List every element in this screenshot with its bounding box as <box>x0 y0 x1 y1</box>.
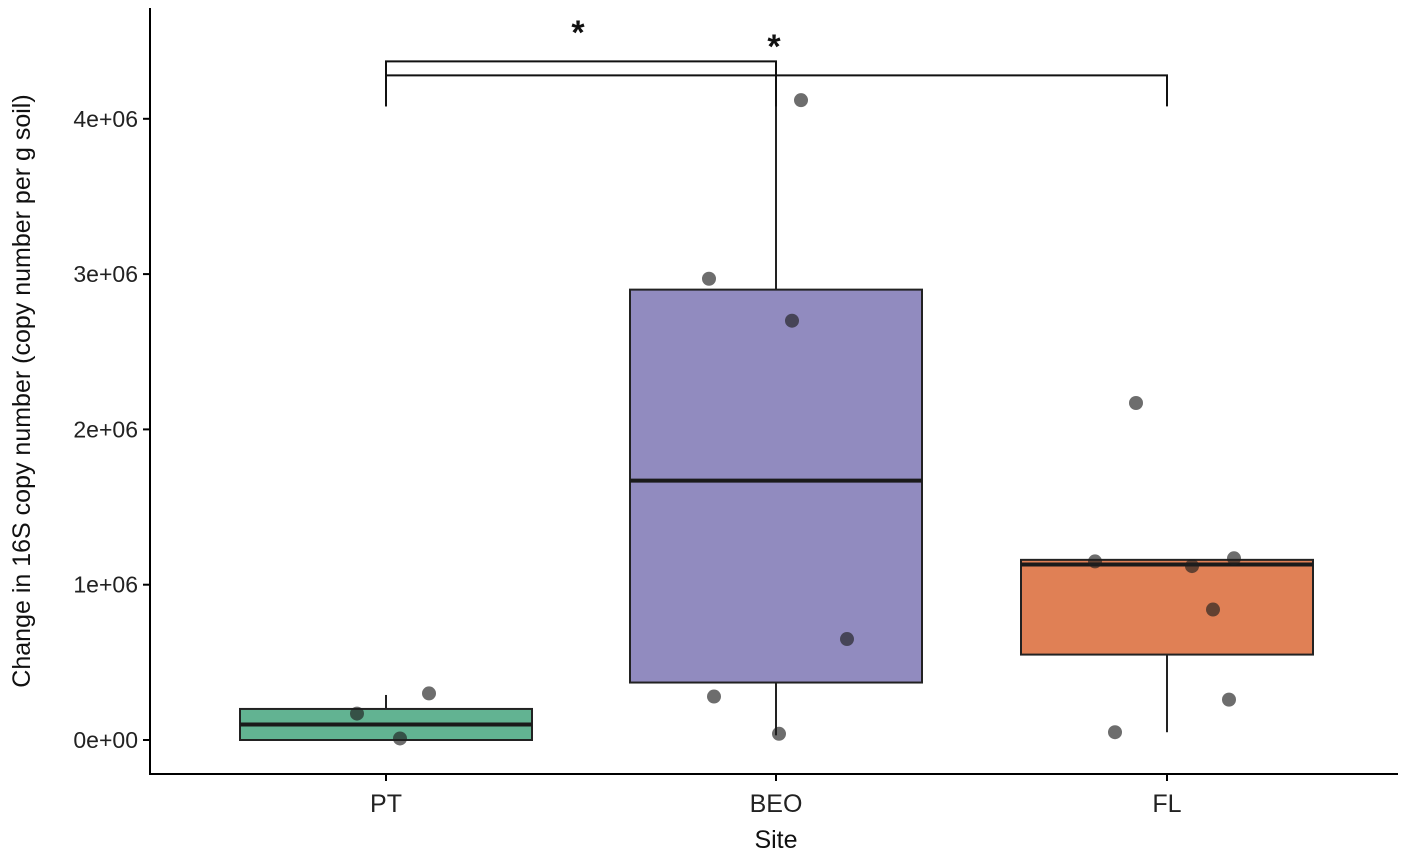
data-point <box>1129 395 1143 410</box>
y-tick-label: 2e+06 <box>73 416 138 442</box>
data-point <box>840 632 854 647</box>
x-tick-label: FL <box>1152 790 1181 818</box>
box-fl <box>1020 558 1314 656</box>
data-point <box>702 271 716 286</box>
data-point <box>422 686 436 701</box>
y-tick-label: 4e+06 <box>73 106 138 132</box>
data-point <box>1108 725 1122 740</box>
data-point <box>1185 559 1199 574</box>
data-point <box>350 706 364 721</box>
significance-label: * <box>767 28 781 66</box>
data-point <box>1222 692 1236 707</box>
x-tick-label: PT <box>370 790 402 818</box>
y-tick-label: 3e+06 <box>73 261 138 287</box>
data-point <box>707 689 721 704</box>
x-axis-title: Site <box>754 826 797 854</box>
y-tick-label: 1e+06 <box>73 572 138 598</box>
y-tick-label: 0e+00 <box>73 727 138 753</box>
data-point <box>785 313 799 328</box>
significance-label: * <box>571 14 585 52</box>
x-tick-label: BEO <box>750 790 803 818</box>
data-point <box>1206 602 1220 617</box>
data-point <box>772 726 786 741</box>
significance-bracket <box>385 60 777 107</box>
data-point <box>1088 554 1102 569</box>
significance-bracket <box>385 74 1168 107</box>
data-point <box>1227 551 1241 566</box>
y-axis-title: Change in 16S copy number (copy number p… <box>8 94 36 687</box>
data-point <box>794 93 808 108</box>
box-beo <box>629 288 923 684</box>
data-point <box>393 731 407 746</box>
